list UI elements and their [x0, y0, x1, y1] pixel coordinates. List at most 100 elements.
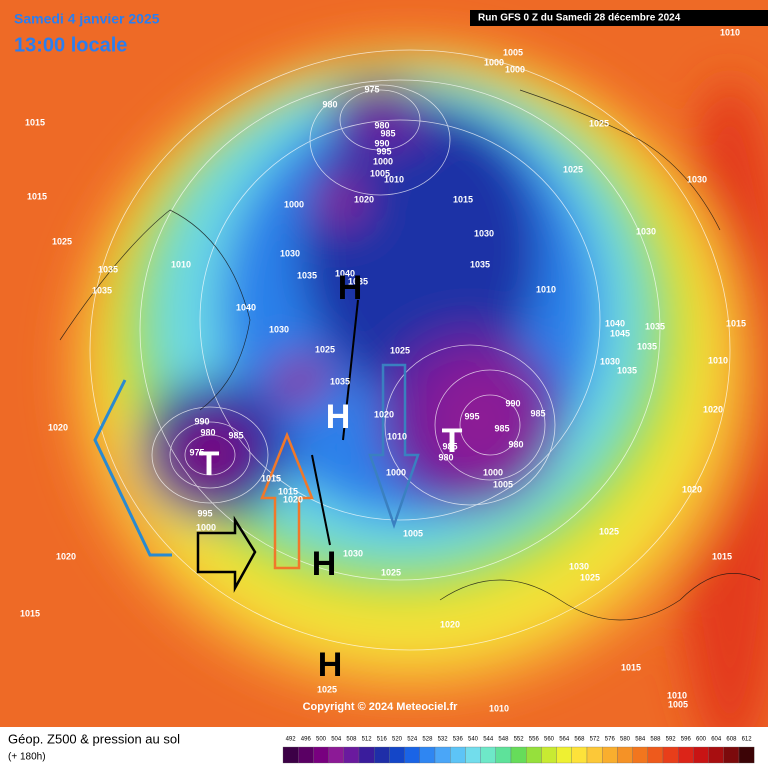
color-label: 608	[726, 737, 737, 743]
color-label: 512	[362, 737, 373, 743]
isobar-label: 980	[508, 439, 523, 449]
isobar-label: 1020	[703, 404, 723, 414]
isobar-label: 1025	[381, 567, 401, 577]
isobar-label: 1000	[386, 467, 406, 477]
color-label: 568	[574, 737, 585, 743]
color-cell	[298, 746, 314, 764]
isobar-label: 1015	[261, 473, 281, 483]
color-cell	[374, 746, 390, 764]
color-label: 584	[635, 737, 646, 743]
color-cell	[723, 746, 740, 764]
run-info: Run GFS 0 Z du Samedi 28 décembre 2024	[478, 13, 681, 24]
color-label: 520	[392, 737, 403, 743]
coastlines	[59, 89, 761, 621]
isobar-labels: 1015101510251035103510101020102010159809…	[20, 27, 746, 713]
isobar-label: 985	[228, 430, 243, 440]
isobar-label: 1015	[453, 194, 473, 204]
color-cell	[738, 746, 755, 764]
color-label: 508	[346, 737, 357, 743]
isobar-label: 1015	[25, 117, 45, 127]
isobar-label: 1010	[387, 431, 407, 441]
isobar-label: 1010	[384, 174, 404, 184]
isobar-label: 1000	[284, 199, 304, 209]
isobar-label: 1025	[317, 684, 337, 694]
isobar-label: 1020	[440, 619, 460, 629]
color-label: 600	[696, 737, 707, 743]
color-label: 504	[331, 737, 342, 743]
isobar-label: 1020	[374, 409, 394, 419]
isobar-label: 1035	[330, 376, 350, 386]
isobar-label: 1015	[712, 551, 732, 561]
isobar-label: 1015	[27, 191, 47, 201]
isobar-label: 1020	[56, 551, 76, 561]
color-cell	[662, 746, 679, 764]
isobar-label: 1030	[600, 356, 620, 366]
isobar-label: 1025	[390, 345, 410, 355]
isobar-label: 980	[374, 120, 389, 130]
isobar-label: 1005	[370, 168, 390, 178]
isobar-label: 975	[189, 447, 204, 457]
isobar-label: 1015	[726, 318, 746, 328]
arrow-orange	[260, 431, 314, 570]
isobar-label: 1020	[48, 422, 68, 432]
isobar-label: 985	[530, 408, 545, 418]
isobar-label: 1005	[403, 528, 423, 538]
isobar-label: 1035	[637, 341, 657, 351]
isobar-label: 1010	[667, 690, 687, 700]
color-label: 528	[422, 737, 433, 743]
isobar-label: 1010	[720, 27, 740, 37]
color-cell	[693, 746, 709, 764]
color-cell	[617, 746, 633, 764]
isobar-label: 1030	[280, 248, 300, 258]
color-cell	[510, 746, 527, 764]
isobar-label: 980	[438, 452, 453, 462]
isobar-label: 995	[464, 411, 479, 421]
isobar-label: 985	[442, 441, 457, 451]
color-cell	[480, 746, 496, 764]
isobar-label: 1005	[493, 479, 513, 489]
color-label: 516	[377, 737, 388, 743]
isobar-label: 1015	[621, 662, 641, 672]
color-cell	[556, 746, 572, 764]
isobar-label: 980	[322, 99, 337, 109]
isobar-label: 1010	[536, 284, 556, 294]
pressure-center: H	[326, 398, 351, 436]
z500-field	[65, 40, 768, 760]
isobar-label: 1000	[484, 57, 504, 67]
pressure-center: H	[318, 646, 343, 684]
color-cell	[586, 746, 603, 764]
isobar-label: 1005	[503, 47, 523, 57]
color-scale: 492 496 500 504 508 512 516 520 524 528 532 536 540 5…	[282, 737, 755, 764]
color-cell	[282, 746, 299, 764]
isobar-label: 1030	[269, 324, 289, 334]
isobar-label: 1040	[605, 318, 625, 328]
color-label: 576	[605, 737, 616, 743]
color-cell	[358, 746, 375, 764]
arrow-blue	[93, 379, 172, 557]
color-label: 556	[529, 737, 540, 743]
isobar-label: 1010	[489, 703, 509, 713]
color-cell	[526, 746, 542, 764]
isobar-label: 985	[494, 423, 509, 433]
isobar-label: 1010	[708, 355, 728, 365]
isobar-label: 1025	[580, 572, 600, 582]
isobar-label: 1000	[505, 64, 525, 74]
isobar-label: 1030	[474, 228, 494, 238]
local-time: 13:00 locale	[14, 34, 127, 56]
color-cell	[343, 746, 360, 764]
pressure-center: T	[442, 422, 463, 460]
isobar-label: 990	[194, 416, 209, 426]
footer-title: Géop. Z500 & pression au sol	[8, 731, 180, 746]
isobar-label: 1035	[617, 365, 637, 375]
isobar-label: 1035	[348, 276, 368, 286]
isobar-label: 1035	[297, 270, 317, 280]
isobar-label: 980	[200, 427, 215, 437]
isobar-label: 1035	[92, 285, 112, 295]
arrow-black	[196, 515, 257, 593]
color-label: 572	[590, 737, 601, 743]
color-label: 592	[666, 737, 677, 743]
isobar-label: 990	[374, 138, 389, 148]
isobar-label: 985	[380, 128, 395, 138]
color-cell	[465, 746, 481, 764]
color-label: 596	[681, 737, 692, 743]
